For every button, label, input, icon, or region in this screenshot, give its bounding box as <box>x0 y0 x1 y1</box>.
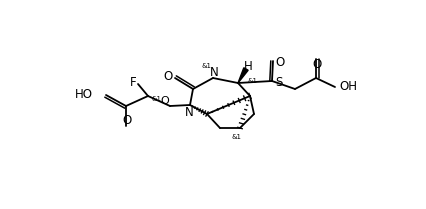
Text: O: O <box>275 56 285 69</box>
Text: &1: &1 <box>231 134 241 140</box>
Text: HO: HO <box>75 88 93 101</box>
Text: O: O <box>164 70 173 84</box>
Polygon shape <box>238 68 248 83</box>
Text: N: N <box>184 106 193 119</box>
Text: O: O <box>312 57 322 70</box>
Text: O: O <box>122 115 132 127</box>
Text: OH: OH <box>339 79 357 93</box>
Text: &1: &1 <box>151 96 161 102</box>
Text: &1: &1 <box>201 63 211 69</box>
Text: S: S <box>275 76 283 89</box>
Text: H: H <box>244 60 252 74</box>
Text: N: N <box>210 65 219 79</box>
Text: O: O <box>161 96 170 106</box>
Text: &1: &1 <box>247 78 257 84</box>
Text: F: F <box>130 76 136 89</box>
